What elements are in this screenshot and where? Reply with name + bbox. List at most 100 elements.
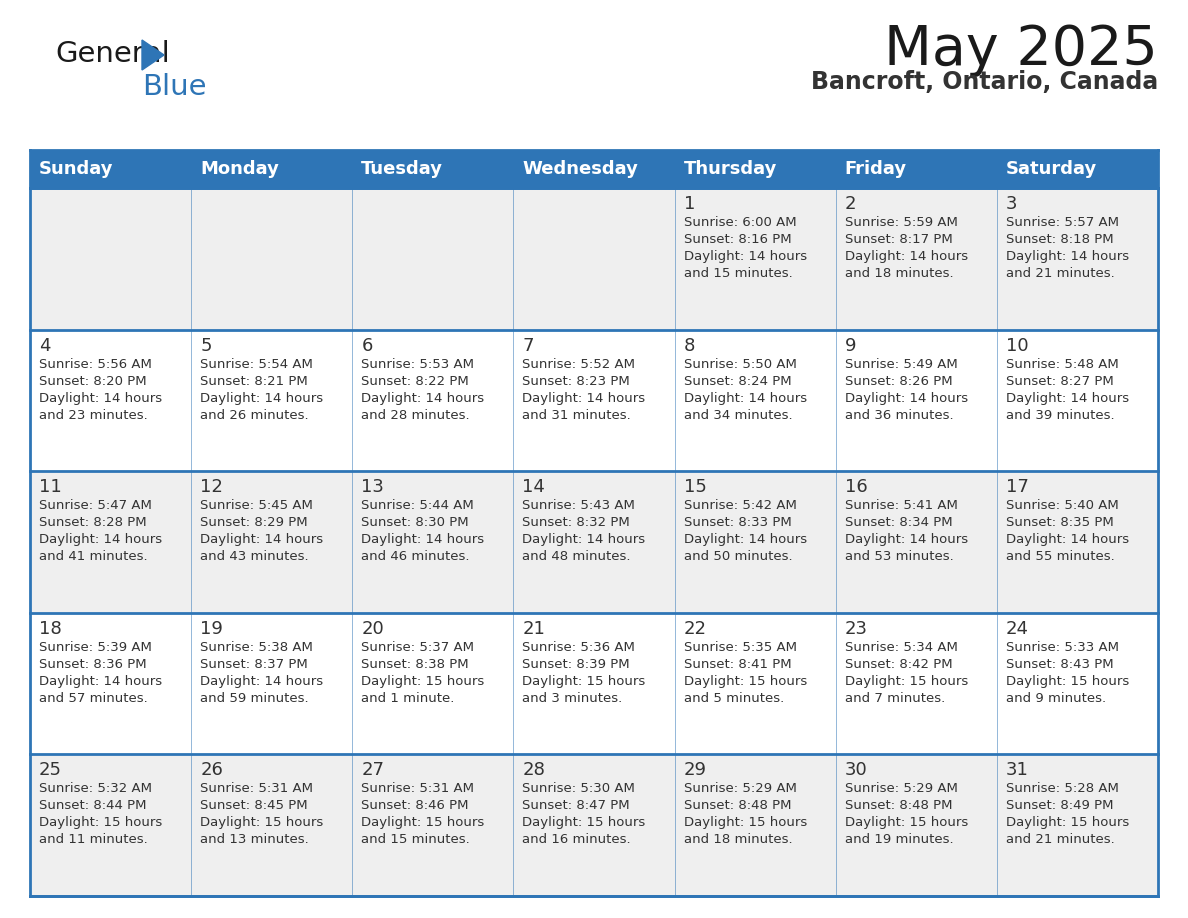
Bar (30, 471, 1158, 613)
Text: Sunset: 8:28 PM: Sunset: 8:28 PM (39, 516, 146, 529)
Text: Sunset: 8:22 PM: Sunset: 8:22 PM (361, 375, 469, 387)
Text: Daylight: 14 hours: Daylight: 14 hours (683, 392, 807, 405)
Text: Sunset: 8:45 PM: Sunset: 8:45 PM (200, 800, 308, 812)
Text: and 19 minutes.: and 19 minutes. (845, 834, 953, 846)
Text: Thursday: Thursday (683, 160, 777, 178)
Text: and 18 minutes.: and 18 minutes. (683, 834, 792, 846)
Text: Sunset: 8:46 PM: Sunset: 8:46 PM (361, 800, 469, 812)
Text: Sunrise: 5:44 AM: Sunrise: 5:44 AM (361, 499, 474, 512)
Text: Sunset: 8:21 PM: Sunset: 8:21 PM (200, 375, 308, 387)
Text: Daylight: 14 hours: Daylight: 14 hours (845, 533, 968, 546)
Text: 3: 3 (1006, 195, 1017, 213)
Text: and 26 minutes.: and 26 minutes. (200, 409, 309, 421)
Text: Sunrise: 5:43 AM: Sunrise: 5:43 AM (523, 499, 636, 512)
Text: 5: 5 (200, 337, 211, 354)
Text: Sunrise: 5:48 AM: Sunrise: 5:48 AM (1006, 358, 1119, 371)
Text: 15: 15 (683, 478, 707, 497)
Text: Sunrise: 5:29 AM: Sunrise: 5:29 AM (683, 782, 796, 795)
Text: and 50 minutes.: and 50 minutes. (683, 550, 792, 564)
Text: Sunset: 8:41 PM: Sunset: 8:41 PM (683, 658, 791, 671)
Text: Daylight: 14 hours: Daylight: 14 hours (1006, 250, 1129, 263)
Text: Sunset: 8:27 PM: Sunset: 8:27 PM (1006, 375, 1113, 387)
Text: 11: 11 (39, 478, 62, 497)
Text: 2: 2 (845, 195, 857, 213)
Text: Sunrise: 5:41 AM: Sunrise: 5:41 AM (845, 499, 958, 512)
Text: Saturday: Saturday (1006, 160, 1097, 178)
Text: Daylight: 14 hours: Daylight: 14 hours (683, 533, 807, 546)
Text: Sunrise: 6:00 AM: Sunrise: 6:00 AM (683, 216, 796, 229)
Text: May 2025: May 2025 (884, 23, 1158, 77)
Text: Daylight: 15 hours: Daylight: 15 hours (683, 816, 807, 829)
Text: Sunrise: 5:30 AM: Sunrise: 5:30 AM (523, 782, 636, 795)
Text: Sunset: 8:29 PM: Sunset: 8:29 PM (200, 516, 308, 529)
Text: Sunset: 8:42 PM: Sunset: 8:42 PM (845, 658, 953, 671)
Text: and 1 minute.: and 1 minute. (361, 692, 455, 705)
Text: 12: 12 (200, 478, 223, 497)
Text: 31: 31 (1006, 761, 1029, 779)
Text: 29: 29 (683, 761, 707, 779)
Bar (30, 188, 1158, 330)
Text: Sunrise: 5:47 AM: Sunrise: 5:47 AM (39, 499, 152, 512)
Text: Sunrise: 5:31 AM: Sunrise: 5:31 AM (361, 782, 474, 795)
Text: Daylight: 15 hours: Daylight: 15 hours (1006, 816, 1129, 829)
Text: Daylight: 15 hours: Daylight: 15 hours (361, 816, 485, 829)
Text: 1: 1 (683, 195, 695, 213)
Text: and 39 minutes.: and 39 minutes. (1006, 409, 1114, 421)
Text: and 15 minutes.: and 15 minutes. (683, 267, 792, 280)
Text: and 11 minutes.: and 11 minutes. (39, 834, 147, 846)
Text: Daylight: 14 hours: Daylight: 14 hours (523, 392, 645, 405)
Polygon shape (143, 40, 164, 70)
Text: Daylight: 15 hours: Daylight: 15 hours (523, 816, 646, 829)
Text: Sunrise: 5:42 AM: Sunrise: 5:42 AM (683, 499, 796, 512)
Text: Sunset: 8:37 PM: Sunset: 8:37 PM (200, 658, 308, 671)
Text: Daylight: 15 hours: Daylight: 15 hours (523, 675, 646, 688)
Text: and 13 minutes.: and 13 minutes. (200, 834, 309, 846)
Text: 18: 18 (39, 620, 62, 638)
Text: and 9 minutes.: and 9 minutes. (1006, 692, 1106, 705)
Text: Daylight: 15 hours: Daylight: 15 hours (683, 675, 807, 688)
Text: Sunrise: 5:32 AM: Sunrise: 5:32 AM (39, 782, 152, 795)
Text: 30: 30 (845, 761, 867, 779)
Text: 25: 25 (39, 761, 62, 779)
Text: Daylight: 14 hours: Daylight: 14 hours (39, 392, 162, 405)
Text: 20: 20 (361, 620, 384, 638)
Text: and 59 minutes.: and 59 minutes. (200, 692, 309, 705)
Text: Sunrise: 5:49 AM: Sunrise: 5:49 AM (845, 358, 958, 371)
Text: Daylight: 14 hours: Daylight: 14 hours (1006, 533, 1129, 546)
Text: Sunrise: 5:33 AM: Sunrise: 5:33 AM (1006, 641, 1119, 654)
Text: Daylight: 15 hours: Daylight: 15 hours (361, 675, 485, 688)
Text: Sunset: 8:16 PM: Sunset: 8:16 PM (683, 233, 791, 246)
Text: Daylight: 14 hours: Daylight: 14 hours (200, 392, 323, 405)
Text: Daylight: 15 hours: Daylight: 15 hours (845, 675, 968, 688)
Text: Daylight: 14 hours: Daylight: 14 hours (1006, 392, 1129, 405)
Text: Sunset: 8:44 PM: Sunset: 8:44 PM (39, 800, 146, 812)
Text: Daylight: 14 hours: Daylight: 14 hours (845, 250, 968, 263)
Text: Sunrise: 5:54 AM: Sunrise: 5:54 AM (200, 358, 312, 371)
Text: and 55 minutes.: and 55 minutes. (1006, 550, 1114, 564)
Text: 13: 13 (361, 478, 384, 497)
Text: 10: 10 (1006, 337, 1029, 354)
Text: Sunrise: 5:29 AM: Sunrise: 5:29 AM (845, 782, 958, 795)
Text: Daylight: 14 hours: Daylight: 14 hours (683, 250, 807, 263)
Text: and 18 minutes.: and 18 minutes. (845, 267, 953, 280)
Text: Sunset: 8:30 PM: Sunset: 8:30 PM (361, 516, 469, 529)
Text: Sunset: 8:26 PM: Sunset: 8:26 PM (845, 375, 953, 387)
Text: and 21 minutes.: and 21 minutes. (1006, 834, 1114, 846)
Text: Friday: Friday (845, 160, 906, 178)
Text: Sunset: 8:48 PM: Sunset: 8:48 PM (683, 800, 791, 812)
Text: and 21 minutes.: and 21 minutes. (1006, 267, 1114, 280)
Text: and 5 minutes.: and 5 minutes. (683, 692, 784, 705)
Text: Daylight: 14 hours: Daylight: 14 hours (39, 533, 162, 546)
Text: Sunrise: 5:38 AM: Sunrise: 5:38 AM (200, 641, 312, 654)
Text: Sunset: 8:35 PM: Sunset: 8:35 PM (1006, 516, 1113, 529)
Text: 28: 28 (523, 761, 545, 779)
Text: Sunset: 8:24 PM: Sunset: 8:24 PM (683, 375, 791, 387)
Text: Sunset: 8:18 PM: Sunset: 8:18 PM (1006, 233, 1113, 246)
Text: Sunset: 8:23 PM: Sunset: 8:23 PM (523, 375, 630, 387)
Text: 23: 23 (845, 620, 867, 638)
Text: Sunrise: 5:34 AM: Sunrise: 5:34 AM (845, 641, 958, 654)
Text: 6: 6 (361, 337, 373, 354)
Text: Daylight: 14 hours: Daylight: 14 hours (523, 533, 645, 546)
Text: 9: 9 (845, 337, 857, 354)
Text: Sunset: 8:43 PM: Sunset: 8:43 PM (1006, 658, 1113, 671)
